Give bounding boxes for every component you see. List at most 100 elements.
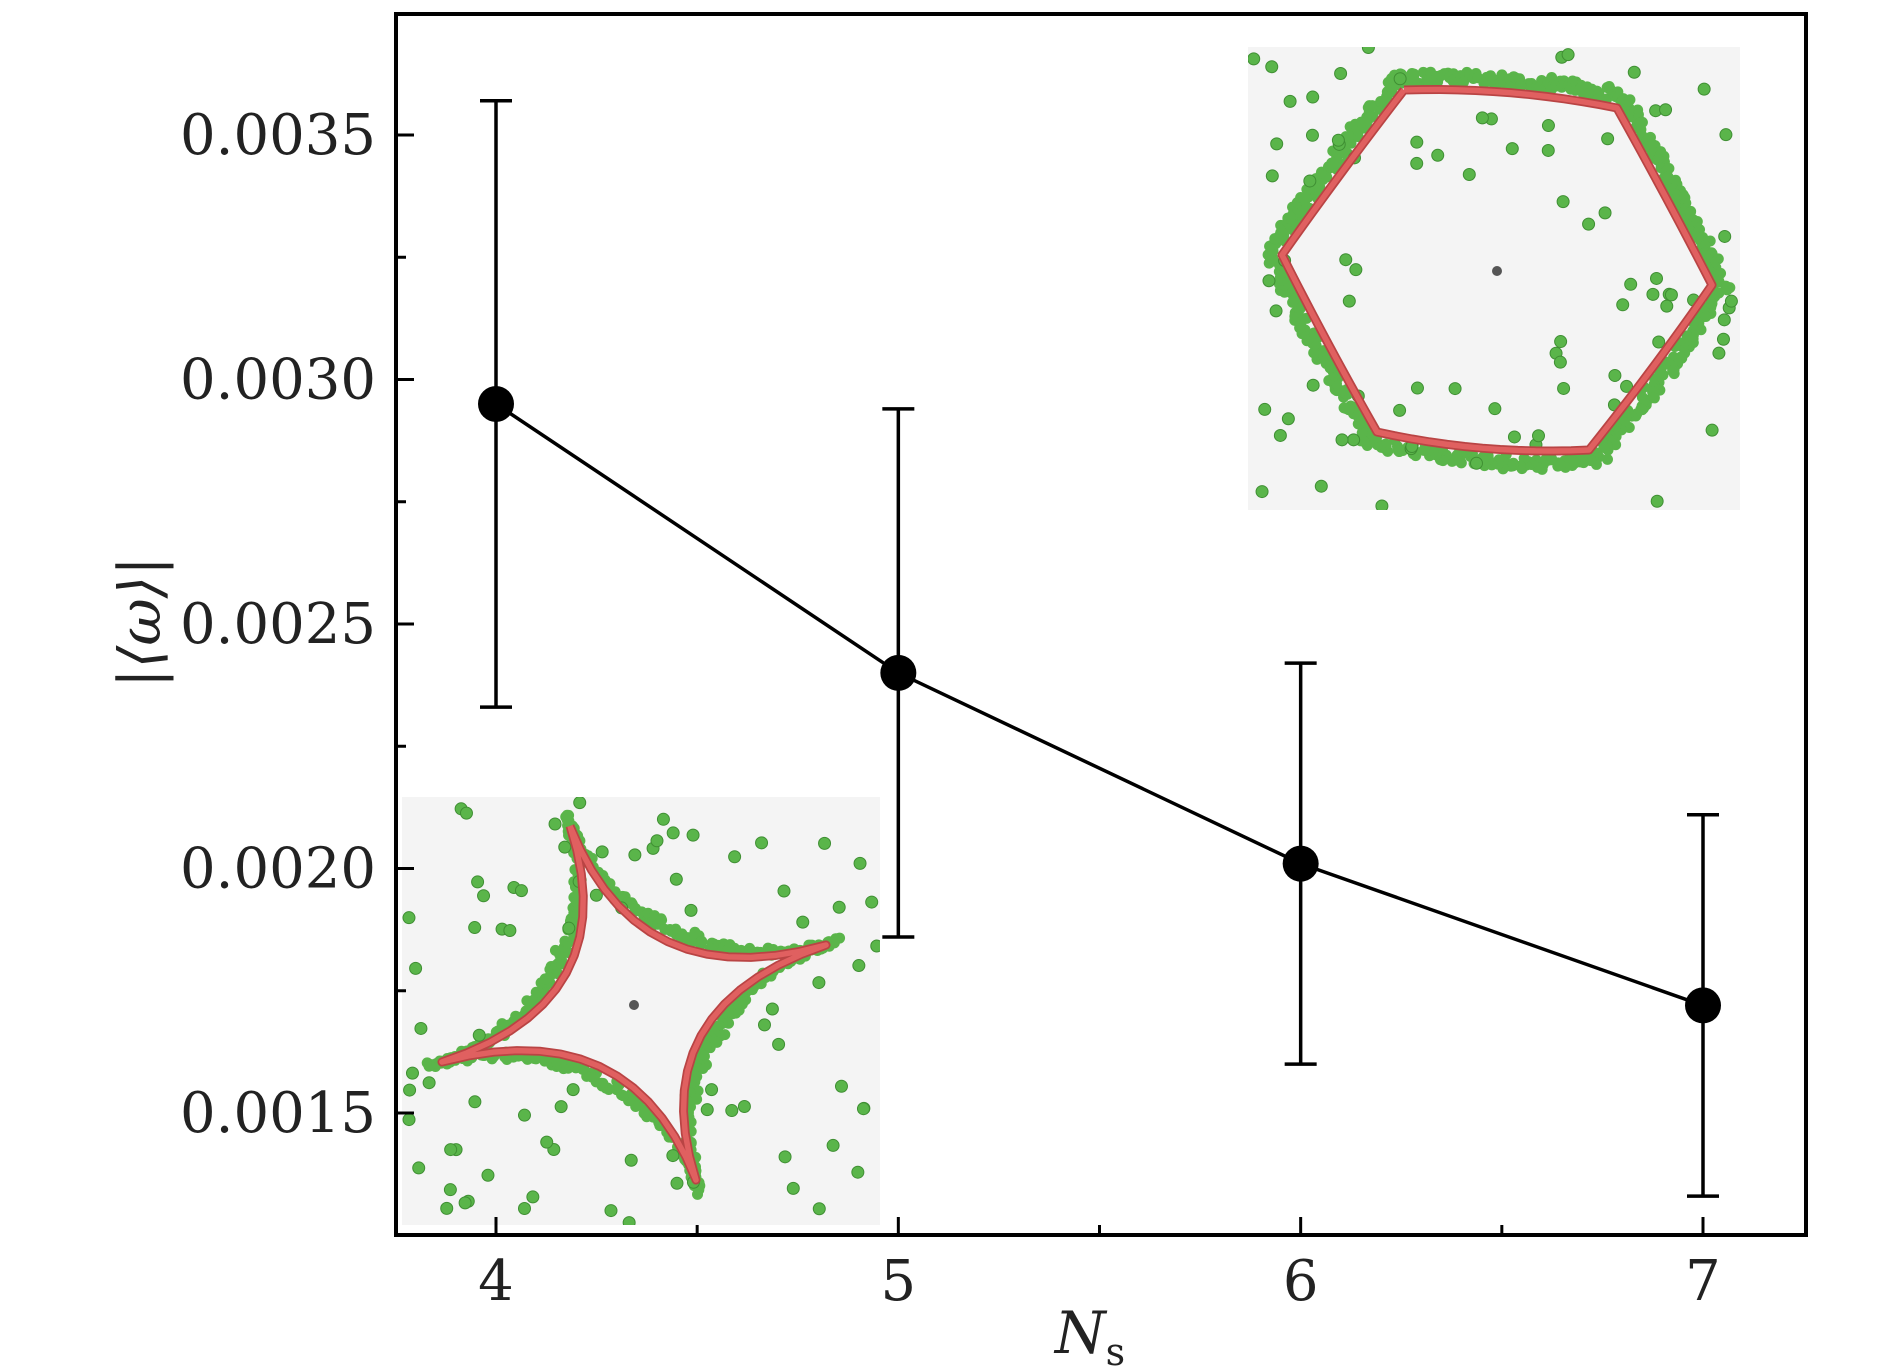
inset-particle xyxy=(561,809,573,821)
inset-particle xyxy=(1557,381,1571,395)
data-point xyxy=(478,385,514,422)
inset-particle xyxy=(1334,67,1348,81)
inset-particle xyxy=(1627,65,1641,79)
data-point xyxy=(1282,845,1319,882)
inset-particle xyxy=(444,1143,458,1157)
inset-particle xyxy=(1338,402,1350,414)
inset-particle xyxy=(834,1079,848,1093)
inset-particle xyxy=(1314,479,1328,493)
inset-particle xyxy=(1469,456,1483,470)
inset-particle xyxy=(1408,68,1420,80)
inset-particle xyxy=(737,1100,751,1114)
inset-particle xyxy=(1270,137,1284,151)
inset-particle xyxy=(812,976,826,990)
inset-particle xyxy=(1306,378,1320,392)
inset-particle xyxy=(1717,313,1731,327)
y-tick-label: 0.0015 xyxy=(180,1081,376,1146)
inset-particle xyxy=(517,1108,531,1122)
inset-particle xyxy=(471,875,485,889)
inset-particle xyxy=(628,848,642,862)
inset-particle xyxy=(554,1100,568,1114)
inset-particle xyxy=(595,845,609,859)
inset-particle xyxy=(481,1168,495,1182)
inset-particle xyxy=(1505,142,1519,156)
inset-particle xyxy=(402,1113,416,1127)
inset-particle xyxy=(796,915,810,929)
inset-particle xyxy=(548,817,562,831)
inset-particle xyxy=(1608,368,1622,382)
inset-particle xyxy=(472,1028,486,1042)
inset-filament xyxy=(1279,86,1715,454)
y-tick-label: 0.0020 xyxy=(180,837,376,902)
inset-particle xyxy=(1646,287,1660,301)
inset-particle xyxy=(786,1181,800,1195)
inset-particle xyxy=(402,911,416,925)
inset-particle xyxy=(1624,277,1638,291)
inset-particle xyxy=(458,1196,472,1210)
inset-particle xyxy=(777,884,791,898)
inset-particle xyxy=(409,961,423,975)
inset-particle xyxy=(622,1216,636,1225)
inset-particle xyxy=(1339,253,1353,267)
inset-particle xyxy=(1283,94,1297,108)
inset-particle xyxy=(1255,485,1269,499)
inset-particle xyxy=(826,1138,840,1152)
inset-particle xyxy=(670,1176,684,1190)
inset-particle xyxy=(666,1149,680,1163)
inset-particle xyxy=(1418,444,1430,456)
inset-particle xyxy=(1719,128,1733,142)
inset-particle xyxy=(1361,47,1375,55)
inset-particle xyxy=(1331,133,1345,147)
inset-particle xyxy=(412,1161,426,1175)
inset-particle xyxy=(1410,381,1424,395)
inset-particle xyxy=(1342,294,1356,308)
inset-particle xyxy=(1410,135,1424,149)
inset-particle xyxy=(477,889,491,903)
inset-particle xyxy=(865,895,879,909)
x-tick-labels: 4 5 6 7 xyxy=(478,1249,1721,1314)
inset-particle xyxy=(1305,128,1319,142)
inset-particle xyxy=(1718,229,1732,243)
inset-particle xyxy=(1705,423,1719,437)
inset-particle xyxy=(852,959,866,973)
inset-particle xyxy=(656,914,668,926)
inset-particle xyxy=(558,840,572,854)
inset-center xyxy=(1492,266,1502,276)
inset-particle xyxy=(832,900,846,914)
inset-particle xyxy=(728,850,742,864)
inset-particle xyxy=(1273,428,1287,442)
x-axis-title: Ns xyxy=(1053,1299,1125,1371)
inset-particle xyxy=(669,872,683,886)
inset-particle xyxy=(812,1202,826,1216)
inset-particle xyxy=(1410,156,1424,170)
inset-particle xyxy=(526,1190,540,1204)
inset-particle xyxy=(1269,304,1283,318)
inset-particle xyxy=(405,1066,419,1080)
inset-particle xyxy=(686,828,700,842)
inset-particle xyxy=(514,884,528,898)
inset-particle xyxy=(1306,90,1320,104)
inset-particle xyxy=(705,1083,719,1097)
inset-particle xyxy=(403,1083,417,1097)
inset-particle xyxy=(468,1095,482,1109)
inset-particle xyxy=(870,939,880,953)
inset-particle xyxy=(1335,433,1349,447)
inset-particle xyxy=(1281,412,1295,426)
inset-particle xyxy=(562,921,576,935)
plot-frame xyxy=(394,12,1808,1237)
inset-particle xyxy=(1697,82,1711,96)
inset-particle xyxy=(1265,60,1279,74)
inset-six-arm-image xyxy=(1248,47,1740,510)
inset-particle xyxy=(1724,294,1738,308)
inset-particle xyxy=(765,1002,779,1016)
inset-particle xyxy=(468,921,482,935)
x-tick-label: 4 xyxy=(478,1249,514,1314)
inset-particle xyxy=(757,1018,771,1032)
inset-particle xyxy=(1650,494,1664,508)
inset-particle xyxy=(1624,94,1636,106)
inset-background xyxy=(402,797,880,1225)
inset-particle xyxy=(818,836,832,850)
inset-particle xyxy=(1554,335,1568,349)
inset-particle xyxy=(1555,459,1567,471)
inset-particle xyxy=(540,1135,554,1149)
